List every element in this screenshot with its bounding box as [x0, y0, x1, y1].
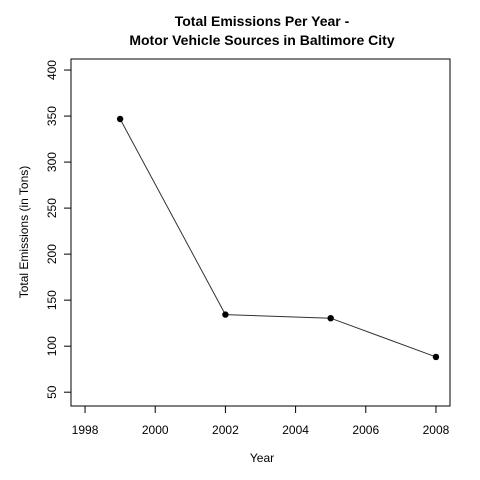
- x-tick-label: 2002: [212, 423, 239, 437]
- y-tick-label: 200: [45, 244, 59, 264]
- y-tick-label: 350: [45, 106, 59, 126]
- y-tick-label: 400: [45, 60, 59, 80]
- y-axis: 50 100 150 200 250 300 350 400: [45, 60, 72, 399]
- series-line: [119, 118, 437, 358]
- x-tick-label: 2006: [352, 423, 379, 437]
- x-tick-label: 2004: [282, 423, 309, 437]
- x-tick-label: 1998: [72, 423, 99, 437]
- x-tick-label: 2000: [142, 423, 169, 437]
- y-tick-label: 50: [45, 385, 59, 399]
- data-point: [327, 314, 334, 322]
- chart-title-line-1: Total Emissions Per Year -: [175, 13, 350, 29]
- x-axis-title: Year: [250, 451, 274, 465]
- y-tick-label: 250: [45, 198, 59, 218]
- plot-box: [70, 58, 451, 407]
- y-tick-label: 100: [45, 336, 59, 356]
- chart-title-line-2: Motor Vehicle Sources in Baltimore City: [129, 32, 395, 48]
- y-axis-title: Total Emissions (in Tons): [17, 166, 31, 299]
- y-tick-label: 300: [45, 152, 59, 172]
- x-tick-label: 2008: [423, 423, 450, 437]
- x-axis: 1998 2000 2002 2004 2006 2008: [72, 405, 450, 437]
- data-point: [116, 115, 124, 123]
- series-total-emissions: [116, 115, 440, 361]
- data-point: [222, 311, 229, 318]
- data-point: [432, 353, 440, 361]
- y-tick-label: 150: [45, 290, 59, 310]
